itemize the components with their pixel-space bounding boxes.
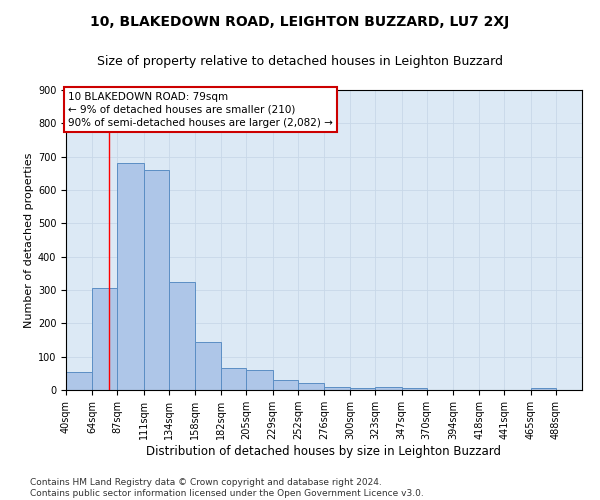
Bar	[350, 388, 376, 390]
Text: 10, BLAKEDOWN ROAD, LEIGHTON BUZZARD, LU7 2XJ: 10, BLAKEDOWN ROAD, LEIGHTON BUZZARD, LU…	[91, 15, 509, 29]
X-axis label: Distribution of detached houses by size in Leighton Buzzard: Distribution of detached houses by size …	[146, 445, 502, 458]
Bar	[376, 386, 401, 390]
Bar	[221, 368, 247, 390]
Bar	[195, 342, 221, 390]
Bar	[530, 388, 556, 390]
Y-axis label: Number of detached properties: Number of detached properties	[23, 152, 34, 328]
Bar	[143, 170, 169, 390]
Bar	[247, 370, 272, 390]
Bar	[92, 288, 118, 390]
Bar	[169, 282, 195, 390]
Bar	[401, 388, 427, 390]
Bar	[272, 380, 298, 390]
Bar	[66, 372, 92, 390]
Text: 10 BLAKEDOWN ROAD: 79sqm
← 9% of detached houses are smaller (210)
90% of semi-d: 10 BLAKEDOWN ROAD: 79sqm ← 9% of detache…	[68, 92, 333, 128]
Text: Contains HM Land Registry data © Crown copyright and database right 2024.
Contai: Contains HM Land Registry data © Crown c…	[30, 478, 424, 498]
Text: Size of property relative to detached houses in Leighton Buzzard: Size of property relative to detached ho…	[97, 55, 503, 68]
Bar	[118, 164, 143, 390]
Bar	[298, 384, 324, 390]
Bar	[324, 386, 350, 390]
